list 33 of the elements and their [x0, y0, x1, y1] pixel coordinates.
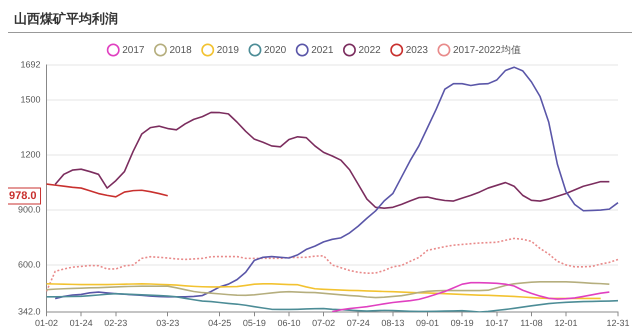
x-tick-label: 01-02 [35, 318, 58, 328]
y-tick-label: 1200 [20, 150, 41, 160]
x-tick-label: 11-08 [520, 318, 543, 328]
x-tick-label: 05-19 [242, 318, 266, 328]
x-tick-label: 07-02 [312, 318, 336, 328]
x-tick-label: 12-01 [554, 318, 578, 328]
y-tick-label: 900.0 [18, 204, 41, 215]
chart-title: 山西煤矿平均利润 [13, 10, 119, 28]
x-tick-label: 09-01 [416, 318, 440, 328]
x-tick-label: 02-23 [104, 318, 128, 328]
legend-label: 2021 [311, 44, 334, 56]
legend-label: 2023 [406, 44, 428, 56]
x-tick-label: 09-19 [450, 318, 474, 328]
x-tick-label: 03-23 [156, 318, 180, 328]
x-tick-label: 12-31 [606, 318, 630, 328]
legend-label: 2018 [169, 44, 192, 56]
y-tick-label: 600.0 [18, 259, 41, 270]
x-tick-label: 07-24 [346, 318, 370, 328]
legend-label: 2020 [264, 44, 287, 56]
line-series [46, 238, 619, 292]
y-tick-label: 1692 [20, 59, 41, 70]
y-tick-label: 342.0 [18, 306, 41, 317]
y-tick-label: 1500 [20, 94, 41, 105]
text: 978.0 [8, 190, 37, 202]
legend-label: 2022 [358, 44, 382, 56]
legend-label: 2017 [122, 44, 145, 56]
legend-label: 2019 [216, 44, 240, 56]
x-tick-label: 04-25 [208, 318, 232, 328]
x-tick-label: 01-24 [70, 318, 93, 328]
x-tick-label: 06-10 [277, 318, 300, 328]
x-tick-label: 10-17 [485, 318, 508, 328]
x-tick-label: 08-13 [381, 318, 404, 328]
legend-label: 2017-2022均值 [452, 44, 521, 56]
